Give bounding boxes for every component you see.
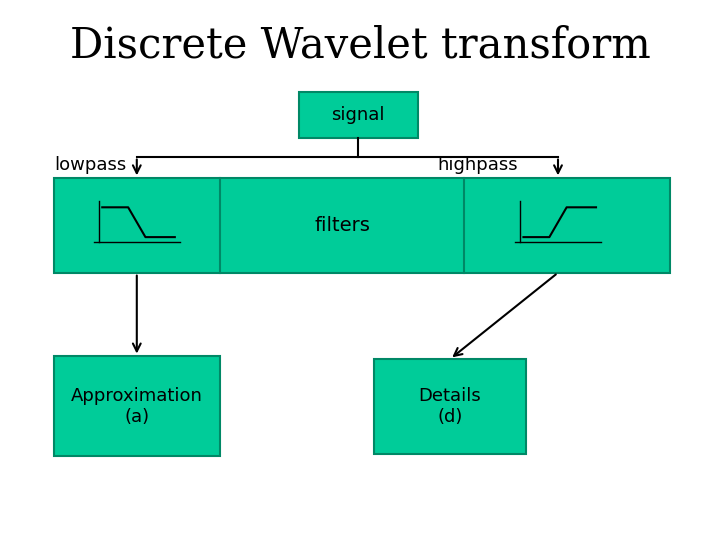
Text: Approximation
(a): Approximation (a) (71, 387, 203, 426)
Text: lowpass: lowpass (54, 156, 126, 174)
Bar (299, 92, 418, 138)
Text: Discrete Wavelet transform: Discrete Wavelet transform (70, 24, 650, 66)
Bar (374, 359, 526, 454)
Text: highpass: highpass (438, 156, 518, 174)
Text: signal: signal (331, 106, 385, 124)
Text: filters: filters (314, 216, 370, 235)
Text: Details
(d): Details (d) (418, 387, 482, 426)
Bar (54, 178, 670, 273)
Bar (54, 356, 220, 456)
